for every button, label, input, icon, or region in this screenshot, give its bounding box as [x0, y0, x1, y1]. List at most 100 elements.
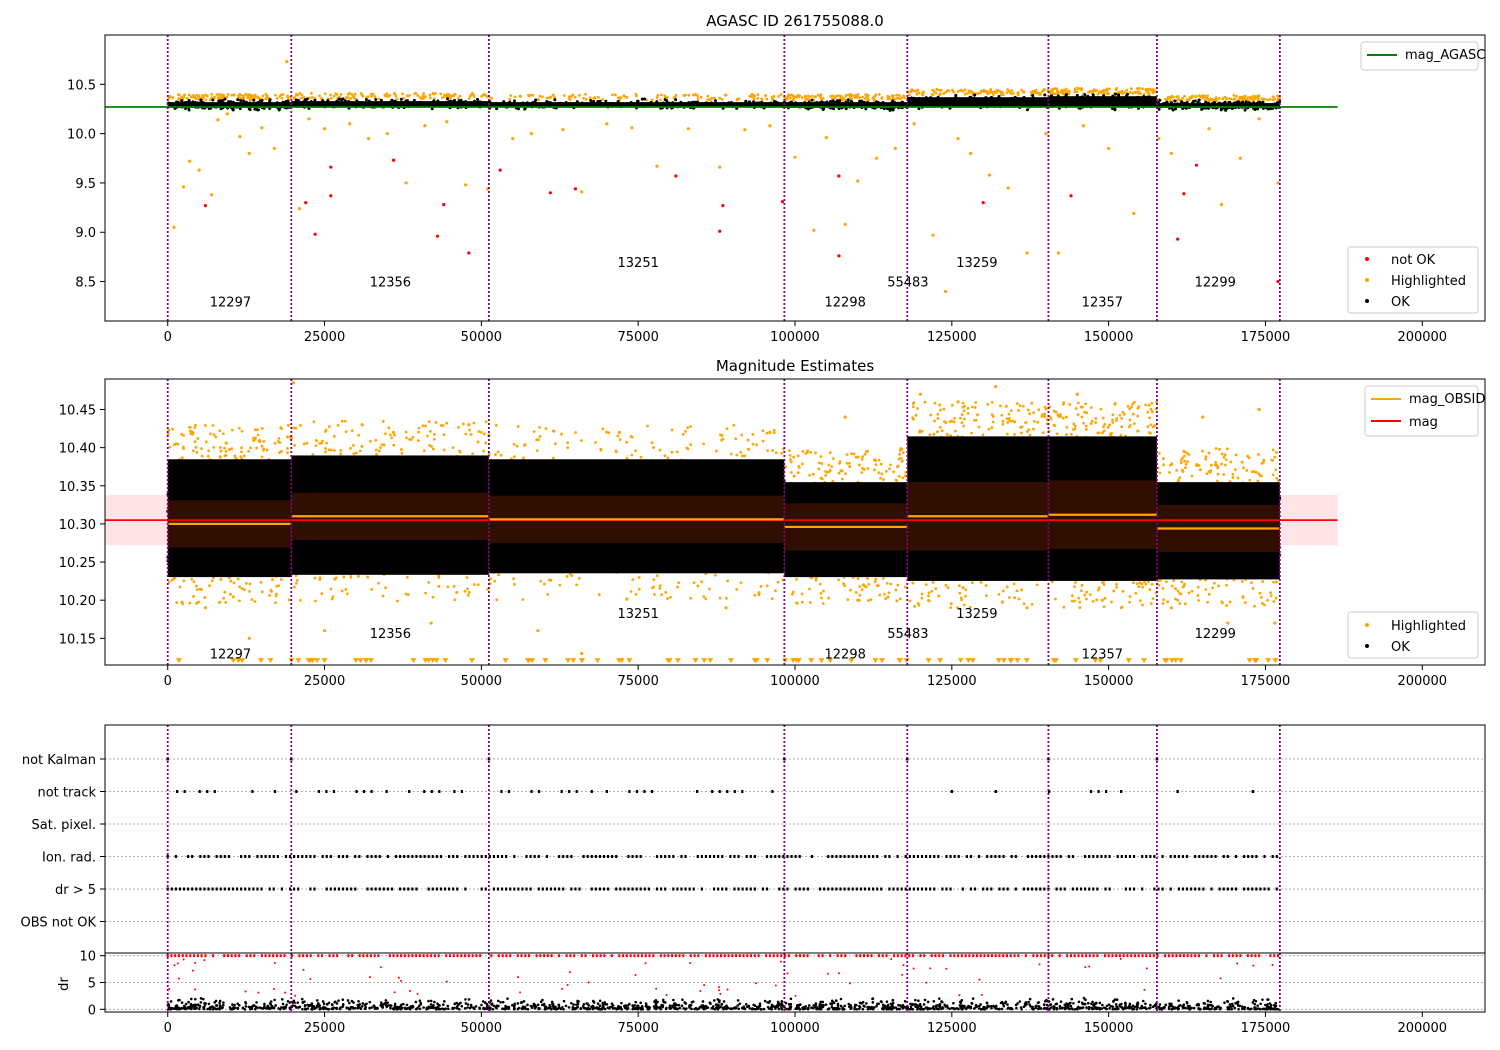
ok-point [299, 489, 303, 493]
highlighted-point [946, 433, 949, 437]
highlighted-point [189, 95, 193, 99]
highlighted-point [417, 430, 421, 434]
highlighted-point [1102, 605, 1106, 609]
highlighted-point [858, 96, 862, 100]
highlighted-point [949, 602, 953, 606]
ok-point [1206, 101, 1210, 105]
ok-point [845, 103, 849, 107]
ok-point [1091, 99, 1095, 103]
ok-point [567, 102, 571, 106]
ok-point [263, 103, 267, 107]
ok-point [900, 100, 904, 104]
highlighted-point [1072, 422, 1076, 426]
highlighted-point [432, 437, 436, 441]
highlighted-point [1253, 604, 1256, 608]
ok-point [1000, 574, 1004, 578]
highlighted-point [508, 97, 512, 101]
highlighted-point [593, 96, 597, 99]
highlighted-point [200, 447, 203, 451]
highlighted-point [1224, 458, 1228, 462]
highlighted-point [406, 576, 409, 579]
highlighted-point [867, 98, 871, 102]
highlighted-point [238, 599, 241, 603]
ok-point [675, 547, 679, 551]
highlighted-point [1258, 591, 1262, 595]
ok-point [1064, 94, 1068, 98]
highlighted-point [901, 476, 905, 480]
highlighted-point [1112, 589, 1116, 593]
highlighted-point [1103, 596, 1107, 600]
highlighted-point [1183, 466, 1187, 470]
highlighted-point [700, 580, 703, 584]
highlighted-point [1073, 585, 1076, 589]
ok-point [854, 498, 858, 502]
highlighted-point [1120, 89, 1124, 93]
highlighted-point [914, 413, 918, 417]
highlighted-point [249, 96, 253, 99]
highlighted-point [694, 93, 698, 96]
ok-point [1025, 108, 1029, 112]
highlighted-point [320, 592, 324, 596]
ok-point [921, 102, 925, 106]
highlighted-point [1219, 203, 1224, 207]
highlighted-point [237, 426, 241, 430]
ok-point [674, 98, 678, 102]
highlighted-point [902, 451, 905, 455]
highlighted-point [795, 577, 798, 581]
highlighted-point [1150, 582, 1154, 586]
highlighted-point [336, 423, 340, 427]
highlighted-point [1030, 401, 1034, 405]
highlighted-point [1043, 405, 1047, 409]
ok-point [672, 486, 676, 490]
highlighted-point [787, 94, 791, 97]
highlighted-point [262, 439, 266, 443]
ok-point [1090, 101, 1094, 105]
ok-point [346, 101, 350, 105]
highlighted-point [315, 439, 319, 443]
ok-point [640, 97, 644, 101]
ok-point [796, 499, 800, 503]
highlighted-point [231, 595, 235, 599]
highlighted-point [442, 433, 446, 437]
highlighted-point [1117, 90, 1121, 94]
ok-point [512, 99, 516, 103]
highlighted-point [1208, 97, 1212, 101]
highlighted-point [405, 436, 408, 440]
highlighted-point [752, 94, 756, 98]
ok-point [724, 490, 728, 494]
ok-point [755, 101, 759, 105]
highlighted-point [1185, 451, 1189, 455]
ok-point [1240, 102, 1244, 106]
highlighted-point [789, 460, 793, 464]
highlighted-point [718, 596, 722, 600]
highlighted-point [580, 190, 584, 194]
ok-point [355, 482, 359, 486]
highlighted-point [218, 429, 222, 433]
ok-point [557, 101, 561, 105]
highlighted-point [743, 128, 747, 132]
highlighted-point [772, 431, 776, 435]
highlighted-point [541, 95, 544, 99]
highlighted-point [1073, 90, 1077, 94]
highlighted-point [411, 435, 415, 439]
highlighted-point [614, 449, 618, 453]
highlighted-point [808, 473, 811, 477]
ok-point [987, 101, 991, 105]
highlighted-point [379, 446, 382, 450]
ok-point [817, 501, 821, 505]
highlighted-point [1225, 447, 1229, 451]
highlighted-point [354, 451, 358, 455]
highlighted-point [1115, 582, 1118, 586]
highlighted-point [1243, 94, 1247, 98]
highlighted-point [867, 583, 871, 586]
highlighted-point [739, 581, 743, 585]
ok-point [803, 102, 807, 106]
ok-point [572, 472, 576, 476]
ok-point [1061, 100, 1065, 104]
highlighted-point [894, 588, 898, 592]
highlighted-point [774, 589, 777, 593]
highlighted-point [1018, 404, 1022, 408]
highlighted-point [885, 581, 889, 585]
ok-point [564, 101, 568, 105]
highlighted-point [298, 91, 302, 95]
